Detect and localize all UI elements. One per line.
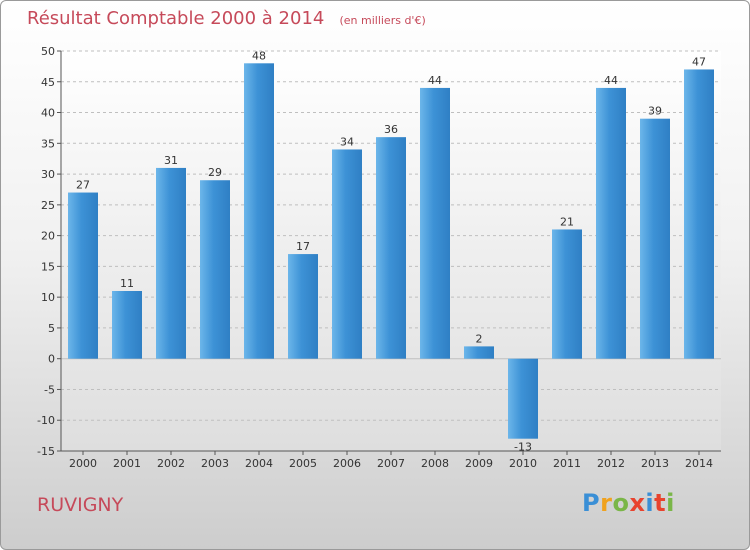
value-label: 29 [208, 166, 222, 179]
y-tick-label: -5 [44, 383, 55, 396]
commune-name: RUVIGNY [37, 494, 124, 516]
value-label: 44 [428, 74, 442, 87]
y-tick-label: 30 [41, 168, 55, 181]
bar-2002 [156, 167, 186, 359]
value-label: 27 [76, 179, 90, 192]
x-tick-label: 2012 [597, 457, 625, 470]
bar-2012 [596, 87, 626, 359]
chart-title-block: Résultat Comptable 2000 à 2014 (en milli… [27, 8, 426, 29]
y-tick-label: -15 [37, 445, 55, 458]
value-label: 11 [120, 277, 134, 290]
logo-letter: P [582, 489, 601, 517]
bar-2004 [244, 63, 274, 359]
bar-2011 [552, 229, 582, 359]
y-tick-label: 25 [41, 199, 55, 212]
bar-2007 [376, 137, 406, 359]
x-tick-label: 2009 [465, 457, 493, 470]
logo-letter: i [645, 489, 655, 517]
value-label: 47 [692, 55, 706, 68]
value-label: 48 [252, 49, 266, 62]
value-label: -13 [514, 441, 532, 454]
x-tick-label: 2010 [509, 457, 537, 470]
x-tick-label: 2002 [157, 457, 185, 470]
bar-2006 [332, 149, 362, 359]
bar-2005 [288, 254, 318, 359]
y-tick-label: 10 [41, 291, 55, 304]
x-tick-label: 2013 [641, 457, 669, 470]
bar-2014 [684, 69, 714, 359]
value-label: 21 [560, 215, 574, 228]
x-tick-label: 2001 [113, 457, 141, 470]
x-tick-label: 2006 [333, 457, 361, 470]
x-tick-label: 2014 [685, 457, 713, 470]
x-tick-label: 2004 [245, 457, 273, 470]
x-tick-label: 2011 [553, 457, 581, 470]
bar-2010 [508, 358, 538, 439]
y-tick-label: 15 [41, 260, 55, 273]
bar-2003 [200, 180, 230, 359]
value-label: 31 [164, 154, 178, 167]
bar-2009 [464, 346, 494, 359]
y-tick-label: 20 [41, 230, 55, 243]
logo-letter: r [600, 489, 613, 517]
logo-letter: o [612, 489, 630, 517]
logo-letter: x [629, 489, 646, 517]
value-label: 36 [384, 123, 398, 136]
y-tick-label: 45 [41, 76, 55, 89]
y-tick-label: 0 [48, 353, 55, 366]
bar-2000 [68, 192, 98, 359]
value-label: 17 [296, 240, 310, 253]
chart-title: Résultat Comptable 2000 à 2014 [27, 8, 325, 29]
x-tick-label: 2003 [201, 457, 229, 470]
y-tick-label: -10 [37, 414, 55, 427]
value-label: 2 [476, 332, 483, 345]
proxiti-logo: Proxiti [582, 489, 675, 517]
x-tick-label: 2000 [69, 457, 97, 470]
value-label: 44 [604, 74, 618, 87]
value-label: 39 [648, 105, 662, 118]
bar-2001 [112, 291, 142, 359]
bar-2008 [420, 87, 450, 359]
x-tick-label: 2005 [289, 457, 317, 470]
value-label: 34 [340, 135, 354, 148]
logo-letter: t [654, 489, 667, 517]
logo-letter: i [666, 489, 675, 517]
y-tick-label: 5 [48, 322, 55, 335]
x-tick-label: 2007 [377, 457, 405, 470]
chart-subtitle: (en milliers d'€) [339, 14, 426, 27]
x-tick-label: 2008 [421, 457, 449, 470]
y-tick-label: 40 [41, 107, 55, 120]
y-tick-label: 50 [41, 45, 55, 58]
bar-2013 [640, 118, 670, 359]
y-tick-label: 35 [41, 137, 55, 150]
